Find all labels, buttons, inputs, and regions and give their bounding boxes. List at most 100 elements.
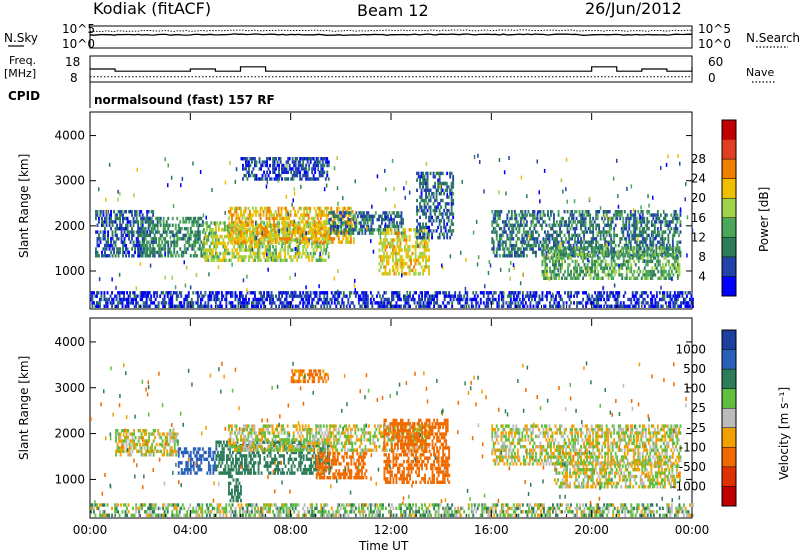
heatmap-cell	[216, 238, 219, 242]
heatmap-cell	[603, 249, 606, 253]
heatmap-cell	[143, 243, 146, 248]
heatmap-cell	[111, 291, 113, 295]
heatmap-cell	[422, 258, 424, 262]
heatmap-cell	[441, 232, 444, 236]
heatmap-cell	[300, 163, 303, 168]
heatmap-cell	[420, 241, 423, 245]
heatmap-cell	[521, 216, 524, 221]
heatmap-cell	[487, 291, 490, 295]
heatmap-cell	[446, 236, 449, 240]
heatmap-cell	[267, 167, 270, 171]
heatmap-cell	[404, 262, 406, 266]
heatmap-cell	[183, 243, 186, 248]
heatmap-cell	[377, 301, 380, 305]
heatmap-cell	[668, 230, 671, 234]
heatmap-cell	[452, 229, 455, 233]
heatmap-cell	[423, 175, 426, 179]
heatmap-cell	[149, 247, 152, 251]
heatmap-cell	[670, 269, 673, 274]
heatmap-cell	[580, 223, 582, 227]
heatmap-cell	[208, 228, 211, 232]
heatmap-cell	[314, 170, 317, 174]
heatmap-cell	[632, 220, 635, 224]
heatmap-cell	[124, 304, 127, 308]
heatmap-cell	[349, 217, 352, 222]
heatmap-cell	[360, 304, 363, 308]
heatmap-cell	[652, 240, 655, 244]
heatmap-cell	[331, 224, 334, 229]
heatmap-cell	[267, 240, 269, 244]
heatmap-cell	[536, 216, 539, 221]
heatmap-cell	[387, 262, 390, 266]
heatmap-cell	[324, 228, 327, 232]
heatmap-cell	[646, 263, 649, 267]
heatmap-cell	[183, 237, 186, 241]
heatmap-cell	[278, 170, 280, 174]
heatmap-cell	[327, 227, 330, 231]
heatmap-cell	[553, 269, 556, 274]
heatmap-cell	[555, 252, 557, 257]
heatmap-cell	[227, 234, 229, 239]
heatmap-cell	[589, 254, 592, 258]
heatmap-cell	[261, 301, 264, 305]
heatmap-cell	[310, 216, 313, 221]
heatmap-cell	[436, 301, 439, 305]
heatmap-cell	[428, 225, 430, 230]
heatmap-cell	[205, 238, 208, 242]
heatmap-cell	[271, 233, 274, 238]
heatmap-cell	[325, 220, 328, 224]
heatmap-cell	[198, 223, 201, 227]
heatmap-cell	[450, 212, 453, 216]
heatmap-cell	[246, 304, 249, 308]
heatmap-cell	[279, 251, 282, 256]
heatmap-cell	[120, 213, 123, 217]
heatmap-cell	[223, 251, 226, 256]
heatmap-cell	[327, 238, 330, 242]
heatmap-cell	[306, 251, 309, 256]
heatmap-cell	[661, 240, 664, 244]
heatmap-cell	[267, 173, 270, 178]
heatmap-cell	[237, 304, 240, 308]
heatmap-cell	[220, 258, 223, 262]
heatmap-cell	[535, 254, 537, 258]
heatmap-cell	[110, 240, 112, 244]
heatmap-cell	[368, 214, 371, 218]
heatmap-cell	[662, 240, 665, 244]
heatmap-cell	[562, 273, 565, 277]
heatmap-cell	[255, 251, 258, 256]
heatmap-cell	[118, 294, 121, 298]
heatmap-cell	[410, 258, 412, 262]
heatmap-cell	[267, 251, 270, 256]
heatmap-cell	[213, 297, 216, 302]
heatmap-cell	[284, 170, 286, 174]
heatmap-cell	[243, 238, 246, 242]
heatmap-cell	[638, 216, 641, 221]
heatmap-cell	[180, 237, 183, 241]
heatmap-cell	[577, 263, 580, 267]
heatmap-cell	[207, 294, 210, 298]
heatmap-cell	[678, 233, 680, 238]
heatmap-cell	[605, 233, 608, 238]
heatmap-cell	[184, 297, 187, 302]
heatmap-cell	[285, 210, 287, 214]
heatmap-cell	[210, 255, 213, 259]
heatmap-cell	[249, 251, 252, 256]
heatmap-cell	[569, 243, 572, 248]
heatmap-cell	[398, 238, 400, 242]
heatmap-cell	[104, 250, 106, 255]
heatmap-cell	[378, 262, 381, 266]
heatmap-cell	[612, 252, 615, 257]
heatmap-cell	[425, 225, 427, 230]
heatmap-cell	[288, 227, 291, 231]
heatmap-cell	[412, 297, 414, 302]
heatmap-cell	[274, 240, 277, 244]
heatmap-cell	[130, 301, 133, 305]
heatmap-cell	[437, 202, 440, 206]
heatmap-cell	[671, 220, 674, 224]
heatmap-cell	[273, 177, 276, 181]
heatmap-cell	[185, 216, 188, 221]
heatmap-cell	[676, 276, 679, 280]
heatmap-cell	[391, 291, 393, 295]
heatmap-cell	[399, 245, 402, 249]
heatmap-cell	[409, 294, 411, 298]
